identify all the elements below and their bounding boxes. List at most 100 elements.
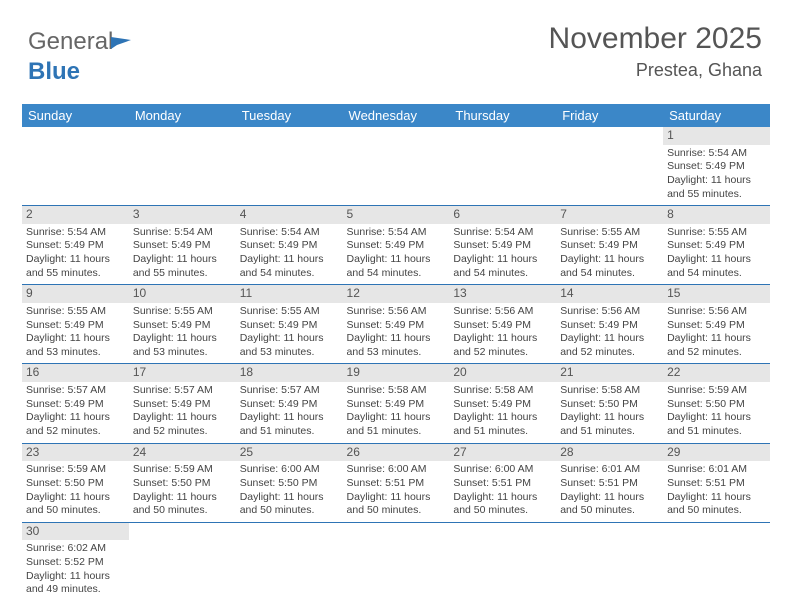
sunset-line: Sunset: 5:51 PM xyxy=(453,477,552,491)
day-number: 17 xyxy=(129,364,236,382)
calendar-day-cell: 23Sunrise: 5:59 AMSunset: 5:50 PMDayligh… xyxy=(22,443,129,522)
daylight-value: 11 hours and 53 minutes. xyxy=(26,332,110,358)
sunrise-value: 5:55 AM xyxy=(602,226,641,238)
calendar-week-row: 23Sunrise: 5:59 AMSunset: 5:50 PMDayligh… xyxy=(22,443,770,522)
daylight-line: Daylight: 11 hours and 52 minutes. xyxy=(26,411,125,438)
calendar-day-cell: 6Sunrise: 5:54 AMSunset: 5:49 PMDaylight… xyxy=(449,206,556,285)
calendar-week-row: 2Sunrise: 5:54 AMSunset: 5:49 PMDaylight… xyxy=(22,206,770,285)
sunrise-line: Sunrise: 5:54 AM xyxy=(133,226,232,240)
sunrise-line: Sunrise: 5:54 AM xyxy=(240,226,339,240)
calendar-table: Sunday Monday Tuesday Wednesday Thursday… xyxy=(22,104,770,601)
calendar-day-cell: 21Sunrise: 5:58 AMSunset: 5:50 PMDayligh… xyxy=(556,364,663,443)
calendar-day-cell: 11Sunrise: 5:55 AMSunset: 5:49 PMDayligh… xyxy=(236,285,343,364)
daylight-value: 11 hours and 52 minutes. xyxy=(667,332,751,358)
daylight-value: 11 hours and 51 minutes. xyxy=(667,411,751,437)
daylight-line: Daylight: 11 hours and 54 minutes. xyxy=(560,253,659,280)
sunset-line: Sunset: 5:49 PM xyxy=(133,239,232,253)
sunrise-line: Sunrise: 5:59 AM xyxy=(133,463,232,477)
sunrise-line: Sunrise: 5:55 AM xyxy=(133,305,232,319)
sunset-value: 5:49 PM xyxy=(492,239,531,251)
sunrise-value: 6:01 AM xyxy=(709,463,748,475)
calendar-day-cell: 28Sunrise: 6:01 AMSunset: 5:51 PMDayligh… xyxy=(556,443,663,522)
sunrise-line: Sunrise: 5:57 AM xyxy=(133,384,232,398)
sunrise-value: 5:54 AM xyxy=(388,226,427,238)
day-body: Sunrise: 5:55 AMSunset: 5:49 PMDaylight:… xyxy=(129,303,236,364)
day-body: Sunrise: 5:56 AMSunset: 5:49 PMDaylight:… xyxy=(663,303,770,364)
sunrise-value: 5:55 AM xyxy=(67,305,106,317)
day-header-row: Sunday Monday Tuesday Wednesday Thursday… xyxy=(22,104,770,127)
daylight-line: Daylight: 11 hours and 50 minutes. xyxy=(347,491,446,518)
daylight-value: 11 hours and 53 minutes. xyxy=(133,332,217,358)
sunset-value: 5:49 PM xyxy=(385,319,424,331)
calendar-day-cell xyxy=(236,522,343,601)
calendar-week-row: 9Sunrise: 5:55 AMSunset: 5:49 PMDaylight… xyxy=(22,285,770,364)
sunset-line: Sunset: 5:51 PM xyxy=(347,477,446,491)
day-body: Sunrise: 5:56 AMSunset: 5:49 PMDaylight:… xyxy=(343,303,450,364)
daylight-value: 11 hours and 50 minutes. xyxy=(133,491,217,517)
day-body: Sunrise: 5:58 AMSunset: 5:49 PMDaylight:… xyxy=(343,382,450,443)
daylight-line: Daylight: 11 hours and 52 minutes. xyxy=(667,332,766,359)
calendar-day-cell xyxy=(449,127,556,206)
sunset-value: 5:49 PM xyxy=(599,319,638,331)
day-body: Sunrise: 5:55 AMSunset: 5:49 PMDaylight:… xyxy=(236,303,343,364)
calendar-day-cell: 16Sunrise: 5:57 AMSunset: 5:49 PMDayligh… xyxy=(22,364,129,443)
sunset-line: Sunset: 5:50 PM xyxy=(667,398,766,412)
sunrise-value: 5:56 AM xyxy=(388,305,427,317)
daylight-line: Daylight: 11 hours and 51 minutes. xyxy=(347,411,446,438)
daylight-line: Daylight: 11 hours and 55 minutes. xyxy=(667,174,766,201)
sunrise-line: Sunrise: 5:55 AM xyxy=(26,305,125,319)
calendar-day-cell: 8Sunrise: 5:55 AMSunset: 5:49 PMDaylight… xyxy=(663,206,770,285)
sunset-line: Sunset: 5:51 PM xyxy=(560,477,659,491)
daylight-value: 11 hours and 54 minutes. xyxy=(347,253,431,279)
daylight-value: 11 hours and 50 minutes. xyxy=(240,491,324,517)
calendar-day-cell xyxy=(236,127,343,206)
daylight-line: Daylight: 11 hours and 50 minutes. xyxy=(133,491,232,518)
sunrise-value: 5:58 AM xyxy=(388,384,427,396)
sunset-line: Sunset: 5:49 PM xyxy=(26,398,125,412)
calendar-day-cell: 25Sunrise: 6:00 AMSunset: 5:50 PMDayligh… xyxy=(236,443,343,522)
sunset-line: Sunset: 5:50 PM xyxy=(560,398,659,412)
daylight-line: Daylight: 11 hours and 53 minutes. xyxy=(26,332,125,359)
sunrise-line: Sunrise: 5:59 AM xyxy=(667,384,766,398)
day-number: 11 xyxy=(236,285,343,303)
calendar-day-cell: 17Sunrise: 5:57 AMSunset: 5:49 PMDayligh… xyxy=(129,364,236,443)
day-body: Sunrise: 5:55 AMSunset: 5:49 PMDaylight:… xyxy=(22,303,129,364)
daylight-line: Daylight: 11 hours and 53 minutes. xyxy=(240,332,339,359)
day-number: 1 xyxy=(663,127,770,145)
day-body: Sunrise: 5:59 AMSunset: 5:50 PMDaylight:… xyxy=(663,382,770,443)
daylight-value: 11 hours and 50 minutes. xyxy=(453,491,537,517)
sunrise-value: 5:59 AM xyxy=(174,463,213,475)
day-number: 9 xyxy=(22,285,129,303)
sunset-value: 5:49 PM xyxy=(706,319,745,331)
sunset-value: 5:49 PM xyxy=(278,398,317,410)
sunset-line: Sunset: 5:49 PM xyxy=(453,319,552,333)
sunrise-value: 5:55 AM xyxy=(709,226,748,238)
daylight-line: Daylight: 11 hours and 54 minutes. xyxy=(347,253,446,280)
daylight-line: Daylight: 11 hours and 53 minutes. xyxy=(133,332,232,359)
day-header: Monday xyxy=(129,104,236,127)
daylight-line: Daylight: 11 hours and 52 minutes. xyxy=(560,332,659,359)
daylight-value: 11 hours and 50 minutes. xyxy=(667,491,751,517)
day-body: Sunrise: 6:02 AMSunset: 5:52 PMDaylight:… xyxy=(22,540,129,601)
daylight-line: Daylight: 11 hours and 50 minutes. xyxy=(26,491,125,518)
sunrise-line: Sunrise: 5:55 AM xyxy=(667,226,766,240)
daylight-value: 11 hours and 50 minutes. xyxy=(26,491,110,517)
calendar-day-cell: 27Sunrise: 6:00 AMSunset: 5:51 PMDayligh… xyxy=(449,443,556,522)
daylight-value: 11 hours and 52 minutes. xyxy=(560,332,644,358)
day-header: Saturday xyxy=(663,104,770,127)
sunset-line: Sunset: 5:50 PM xyxy=(26,477,125,491)
sunset-value: 5:50 PM xyxy=(599,398,638,410)
sunrise-value: 5:54 AM xyxy=(495,226,534,238)
sunrise-line: Sunrise: 5:56 AM xyxy=(667,305,766,319)
calendar-day-cell: 29Sunrise: 6:01 AMSunset: 5:51 PMDayligh… xyxy=(663,443,770,522)
page-subtitle: Prestea, Ghana xyxy=(549,60,762,81)
daylight-value: 11 hours and 52 minutes. xyxy=(26,411,110,437)
sunrise-value: 6:00 AM xyxy=(495,463,534,475)
daylight-line: Daylight: 11 hours and 55 minutes. xyxy=(26,253,125,280)
day-header: Tuesday xyxy=(236,104,343,127)
day-number: 10 xyxy=(129,285,236,303)
daylight-value: 11 hours and 54 minutes. xyxy=(453,253,537,279)
sunrise-line: Sunrise: 5:54 AM xyxy=(453,226,552,240)
sunset-line: Sunset: 5:52 PM xyxy=(26,556,125,570)
day-body: Sunrise: 5:59 AMSunset: 5:50 PMDaylight:… xyxy=(129,461,236,522)
